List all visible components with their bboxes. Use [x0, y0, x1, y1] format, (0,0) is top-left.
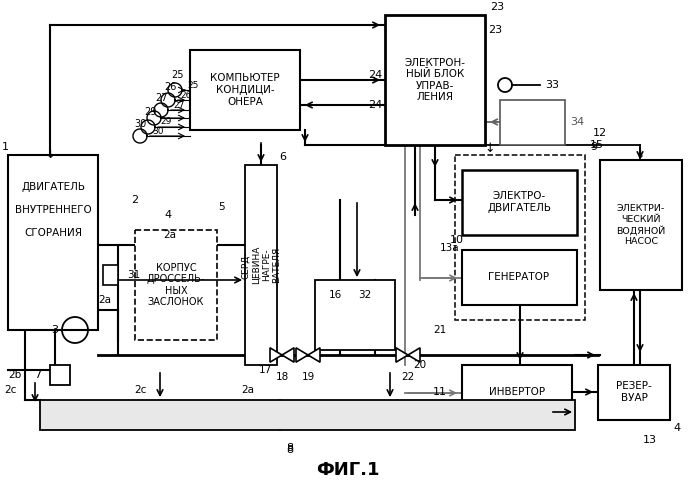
- Text: 18: 18: [276, 372, 289, 382]
- Text: ЭЛЕКТРО-
ДВИГАТЕЛЬ: ЭЛЕКТРО- ДВИГАТЕЛЬ: [487, 191, 551, 213]
- Text: 29: 29: [144, 107, 156, 117]
- Bar: [455, 155, 585, 320]
- Text: 30: 30: [152, 126, 164, 136]
- Text: 23: 23: [488, 25, 502, 35]
- Text: 1: 1: [2, 142, 9, 152]
- Text: 29: 29: [160, 118, 171, 126]
- Text: ЭЛЕКТРОН-
НЫЙ БЛОК
УПРАВ-
ЛЕНИЯ: ЭЛЕКТРОН- НЫЙ БЛОК УПРАВ- ЛЕНИЯ: [404, 58, 466, 102]
- Bar: [8, 155, 98, 330]
- Bar: [315, 280, 395, 350]
- Text: ГЕНЕРАТОР: ГЕНЕРАТОР: [489, 272, 550, 282]
- Text: 8: 8: [287, 443, 294, 453]
- Bar: [462, 365, 572, 420]
- Text: РЕЗЕР-
ВУАР: РЕЗЕР- ВУАР: [616, 381, 652, 403]
- Text: ДВИГАТЕЛЬ

ВНУТРЕННЕГО

СГОРАНИЯ: ДВИГАТЕЛЬ ВНУТРЕННЕГО СГОРАНИЯ: [15, 182, 91, 238]
- Text: 5: 5: [218, 202, 225, 212]
- Text: 11: 11: [433, 387, 447, 397]
- Bar: [190, 50, 300, 130]
- Text: 27: 27: [173, 100, 184, 110]
- Text: 26: 26: [180, 90, 191, 100]
- Polygon shape: [408, 348, 420, 362]
- Text: 16: 16: [329, 290, 342, 300]
- Polygon shape: [270, 348, 282, 362]
- Text: 34: 34: [570, 117, 584, 127]
- Bar: [245, 165, 277, 365]
- Text: 17: 17: [258, 365, 271, 375]
- Polygon shape: [282, 348, 294, 362]
- Text: 8: 8: [287, 445, 294, 455]
- Text: 20: 20: [413, 360, 427, 370]
- Text: ↓: ↓: [45, 150, 55, 160]
- Text: 4: 4: [673, 423, 680, 433]
- Text: 10: 10: [450, 235, 464, 245]
- Bar: [385, 15, 485, 145]
- Bar: [600, 160, 682, 290]
- Text: 27: 27: [156, 93, 168, 103]
- Text: 9: 9: [590, 142, 597, 152]
- Text: КОМПЬЮТЕР
КОНДИЦИ-
ОНЕРА: КОМПЬЮТЕР КОНДИЦИ- ОНЕРА: [210, 74, 280, 106]
- Text: 13: 13: [643, 435, 657, 445]
- Text: ↓: ↓: [635, 150, 644, 160]
- Polygon shape: [308, 348, 320, 362]
- Text: 30: 30: [134, 119, 146, 129]
- Text: 4: 4: [164, 210, 171, 220]
- Text: КОРПУС
ДРОССЕЛЬ-
НЫХ
ЗАСЛОНОК: КОРПУС ДРОССЕЛЬ- НЫХ ЗАСЛОНОК: [147, 262, 205, 308]
- Bar: [50, 365, 70, 385]
- Text: 2a: 2a: [242, 385, 255, 395]
- Text: ФИГ.1: ФИГ.1: [316, 461, 380, 479]
- Text: 31: 31: [127, 270, 141, 280]
- Text: 21: 21: [434, 325, 447, 335]
- Text: 6: 6: [279, 152, 286, 162]
- Text: СЕРД-
ЦЕВИНА
НАГРЕ-
ВАТЕЛЯ: СЕРД- ЦЕВИНА НАГРЕ- ВАТЕЛЯ: [241, 246, 281, 284]
- Text: ↓: ↓: [484, 142, 496, 154]
- Text: 24: 24: [367, 100, 382, 110]
- Text: 2a: 2a: [99, 295, 111, 305]
- Text: 19: 19: [301, 372, 315, 382]
- Text: 22: 22: [402, 372, 415, 382]
- Polygon shape: [296, 348, 308, 362]
- Text: 32: 32: [358, 290, 372, 300]
- Bar: [462, 250, 577, 305]
- Text: 25: 25: [187, 80, 198, 90]
- Text: 24: 24: [367, 70, 382, 80]
- Text: 7: 7: [34, 370, 42, 380]
- Text: 2a: 2a: [164, 230, 177, 240]
- Text: 23: 23: [490, 2, 504, 12]
- Polygon shape: [396, 348, 408, 362]
- Bar: [40, 400, 575, 430]
- Text: 25: 25: [172, 70, 184, 80]
- Text: 3: 3: [52, 325, 58, 335]
- Bar: [500, 100, 565, 145]
- Text: ЭЛЕКТРИ-
ЧЕСКИЙ
ВОДЯНОЙ
НАСОС: ЭЛЕКТРИ- ЧЕСКИЙ ВОДЯНОЙ НАСОС: [617, 204, 665, 246]
- Text: 33: 33: [545, 80, 559, 90]
- Text: 2b: 2b: [8, 370, 22, 380]
- Bar: [135, 230, 217, 340]
- Bar: [598, 365, 670, 420]
- Text: 26: 26: [164, 82, 176, 92]
- Text: 12: 12: [593, 128, 607, 138]
- Text: 2c: 2c: [3, 385, 16, 395]
- Text: 2: 2: [132, 195, 139, 205]
- Text: ИНВЕРТОР: ИНВЕРТОР: [489, 387, 545, 397]
- Bar: [103, 265, 118, 285]
- Text: 2c: 2c: [134, 385, 146, 395]
- Text: 15: 15: [590, 140, 604, 150]
- Bar: [462, 170, 577, 235]
- Text: 13a: 13a: [440, 243, 460, 253]
